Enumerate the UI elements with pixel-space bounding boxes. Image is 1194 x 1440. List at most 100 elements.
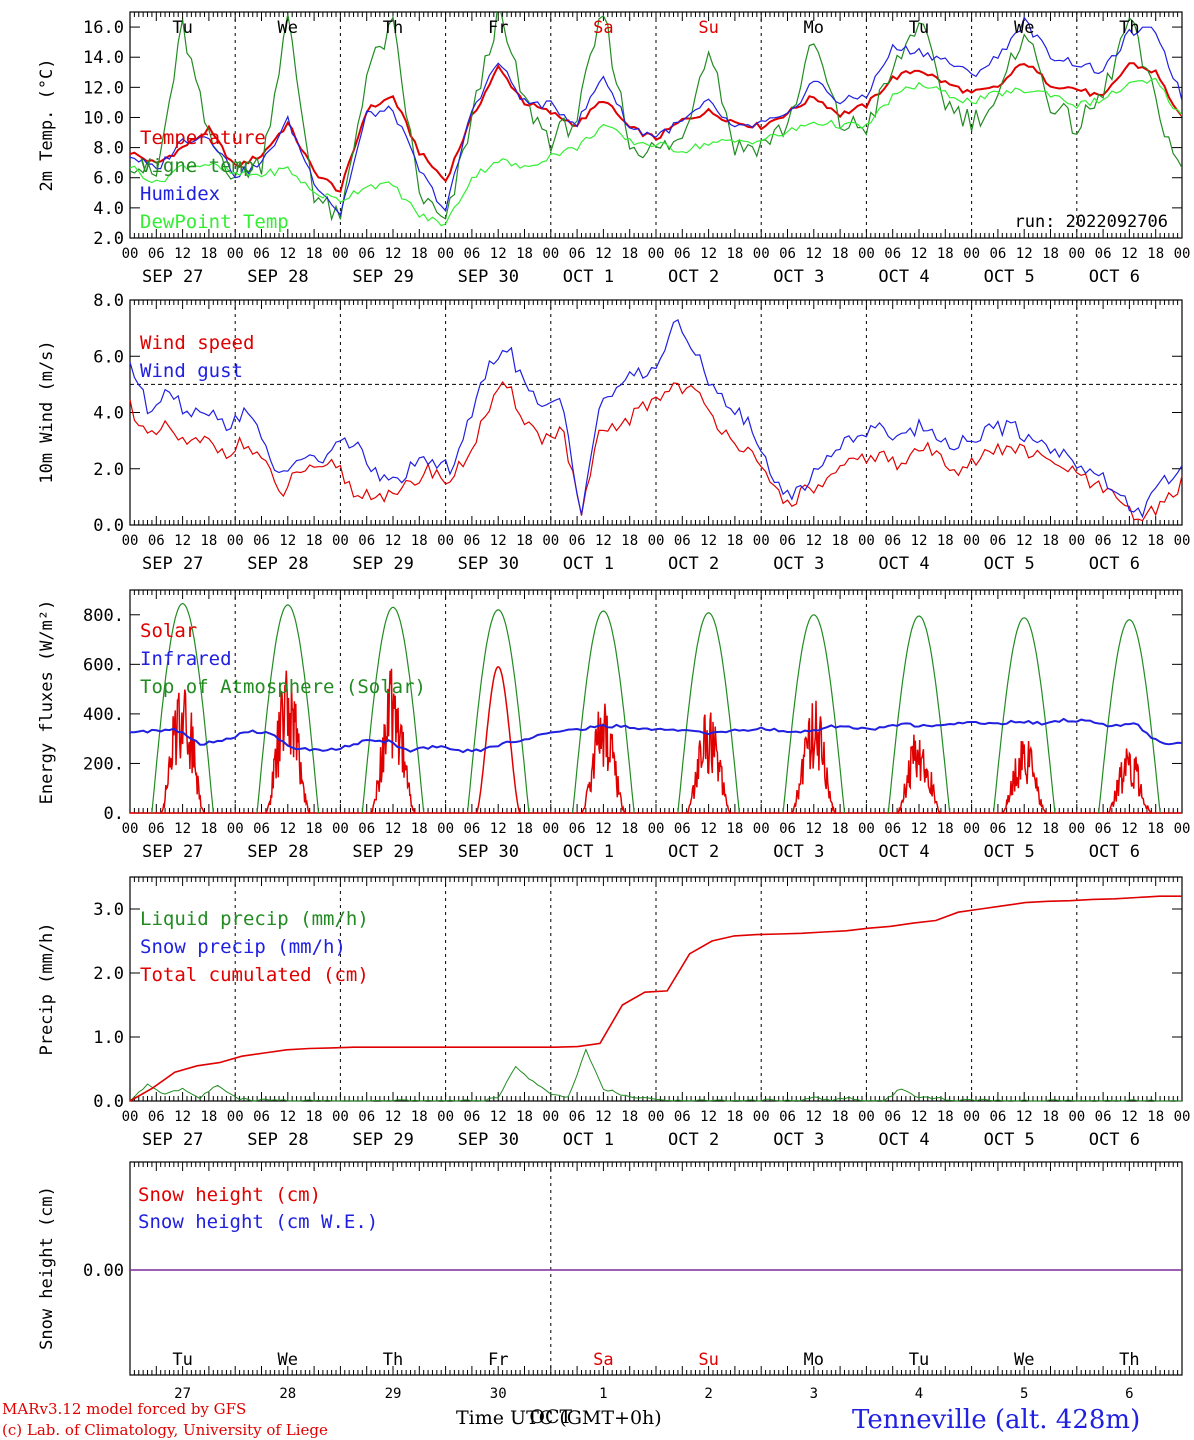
hour-tick-label: 12 (490, 246, 507, 262)
date-label: OCT 2 (668, 267, 719, 287)
hour-tick-label: 18 (621, 1109, 638, 1125)
series-line (129, 895, 1182, 1102)
hour-tick-label: 18 (726, 1109, 743, 1125)
hour-tick-label: 00 (753, 1109, 770, 1125)
date-label: SEP 29 (352, 554, 413, 574)
day-number-label: 6 (1125, 1386, 1133, 1402)
hour-tick-label: 12 (700, 1109, 717, 1125)
hour-tick-label: 00 (332, 533, 349, 549)
hour-tick-label: 06 (884, 246, 901, 262)
y-tick-label: 14.0 (83, 48, 124, 68)
date-label: SEP 30 (458, 267, 519, 287)
hour-tick-label: 06 (989, 821, 1006, 837)
hour-tick-label: 18 (200, 1109, 217, 1125)
hour-tick-label: 00 (122, 821, 139, 837)
hour-tick-label: 18 (621, 533, 638, 549)
day-number-label: 1 (599, 1386, 607, 1402)
hour-tick-label: 00 (332, 246, 349, 262)
date-label: SEP 30 (458, 1130, 519, 1150)
day-number-label: 3 (810, 1386, 818, 1402)
day-number-label: 27 (174, 1386, 191, 1402)
date-label: OCT 2 (668, 554, 719, 574)
hour-tick-label: 06 (989, 1109, 1006, 1125)
panel-1: 00 06 12 18 00 06 12 18 00 06 12 18 00 06 12 18 00 06 12 18… (37, 11, 1190, 287)
y-axis-title: 2m Temp. (°C) (37, 58, 57, 191)
hour-tick-label: 00 (858, 1109, 875, 1125)
hour-tick-label: 12 (1121, 246, 1138, 262)
panel-3: 00 06 12 18 00 06 12 18 00 06 12 18 00 06 12 18 00 06 12 18… (37, 589, 1190, 862)
date-label: OCT 6 (1089, 554, 1140, 574)
y-tick-label: 8.0 (93, 139, 124, 159)
date-label: SEP 29 (352, 1130, 413, 1150)
y-tick-label: 200. (83, 754, 124, 774)
hour-tick-label: 12 (490, 821, 507, 837)
weekday-label: Th (383, 1350, 403, 1370)
hour-tick-label: 18 (832, 533, 849, 549)
credit-line1: MARv3.12 model forced by GFS (2, 1400, 246, 1418)
legend-entry: Wind gust (140, 360, 243, 382)
hour-tick-label: 06 (569, 1109, 586, 1125)
hour-tick-label: 18 (832, 821, 849, 837)
x-axis-title: Time UTC (GMT+0h) (456, 1407, 662, 1429)
hour-tick-label: 06 (463, 246, 480, 262)
day-number-label: 2 (704, 1386, 712, 1402)
y-axis-title: Snow height (cm) (37, 1186, 57, 1350)
hour-tick-label: 00 (858, 246, 875, 262)
hour-tick-label: 00 (437, 1109, 454, 1125)
date-label: OCT 1 (563, 267, 614, 287)
hour-tick-label: 18 (411, 1109, 428, 1125)
hour-tick-label: 12 (700, 246, 717, 262)
hour-tick-label: 06 (884, 821, 901, 837)
hour-tick-label: 00 (648, 246, 665, 262)
weekday-label: We (1014, 18, 1034, 38)
hour-tick-label: 18 (516, 246, 533, 262)
hour-tick-label: 12 (1121, 1109, 1138, 1125)
hour-tick-label: 00 (963, 821, 980, 837)
date-label: SEP 28 (247, 554, 308, 574)
date-label: OCT 6 (1089, 842, 1140, 862)
series-line (130, 62, 1182, 193)
month-label: OCT (529, 1406, 572, 1428)
hour-tick-label: 00 (963, 246, 980, 262)
hour-tick-label: 06 (1095, 246, 1112, 262)
legend-entry: Humidex (140, 183, 220, 205)
hour-tick-label: 12 (385, 821, 402, 837)
y-tick-label: 6.0 (93, 169, 124, 189)
hour-tick-label: 00 (858, 533, 875, 549)
panel-2: 00 06 12 18 00 06 12 18 00 06 12 18 00 06 12 18 00 06 12 18… (37, 291, 1190, 574)
hour-tick-label: 06 (358, 1109, 375, 1125)
hour-tick-label: 18 (200, 821, 217, 837)
legend-entry: DewPoint Temp (140, 211, 289, 233)
date-label: OCT 1 (563, 554, 614, 574)
hour-tick-label: 06 (674, 533, 691, 549)
weekday-label: Fr (488, 1350, 508, 1370)
y-tick-label: 6.0 (93, 347, 124, 367)
date-label: OCT 1 (563, 1130, 614, 1150)
hour-tick-label: 18 (411, 533, 428, 549)
hour-tick-label: 00 (648, 821, 665, 837)
hour-tick-label: 00 (542, 246, 559, 262)
series-line (130, 77, 1182, 227)
weekday-label: Tu (172, 1350, 192, 1370)
weekday-label: Th (1119, 1350, 1139, 1370)
date-label: OCT 4 (878, 554, 929, 574)
hour-tick-label: 00 (437, 821, 454, 837)
hour-tick-label: 18 (726, 533, 743, 549)
hour-tick-label: 00 (227, 533, 244, 549)
hour-tick-label: 06 (148, 533, 165, 549)
hour-tick-label: 18 (621, 821, 638, 837)
hour-tick-label: 06 (148, 246, 165, 262)
hour-tick-label: 18 (1147, 1109, 1164, 1125)
hour-tick-label: 18 (937, 821, 954, 837)
hour-tick-label: 18 (832, 1109, 849, 1125)
date-label: OCT 1 (563, 842, 614, 862)
hour-tick-label: 00 (437, 246, 454, 262)
legend-entry: Vigne temp (140, 155, 254, 177)
hour-tick-label: 06 (569, 246, 586, 262)
hour-tick-label: 12 (490, 533, 507, 549)
hour-tick-label: 00 (858, 821, 875, 837)
hour-tick-label: 06 (674, 821, 691, 837)
hour-tick-label: 12 (595, 246, 612, 262)
hour-tick-label: 00 (963, 1109, 980, 1125)
weekday-label: We (278, 18, 298, 38)
